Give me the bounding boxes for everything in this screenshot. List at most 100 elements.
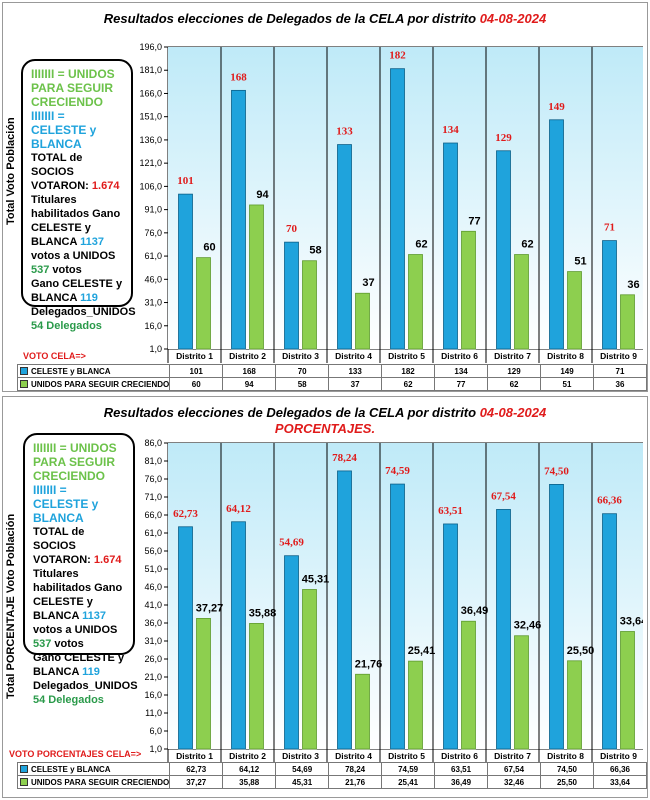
bar-celeste	[549, 484, 564, 750]
y-tick-label: 86,0	[144, 438, 162, 448]
y-tick-label: 31,0	[144, 636, 162, 646]
y-tick-label: 196,0	[139, 42, 162, 52]
y-tick-label: 31,0	[144, 298, 162, 308]
data-label-celeste: 74,59	[385, 465, 410, 477]
data-label-unidos: 51	[574, 256, 586, 268]
chart-subtitle: PORCENTAJES.	[274, 421, 376, 436]
legend-gano: Gano CELESTE y BLANCA 119	[31, 278, 123, 304]
table-cell: 70	[275, 364, 330, 378]
y-tick-label: 41,0	[144, 600, 162, 610]
bar-celeste	[284, 241, 299, 350]
table-cell: 67,54	[487, 762, 542, 776]
legend-box: IIIIIII = UNIDOS PARA SEGUIR CRECIENDO I…	[21, 59, 136, 332]
legend-delegados: Delegados_UNIDOS	[31, 306, 136, 318]
data-table-votes: CELESTE y BLANCA 101 168 70 133 182 134 129 149 7…	[16, 364, 648, 391]
table-cell: 36,49	[434, 775, 489, 789]
table-row-header: UNIDOS PARA SEGUIR CRECIENDO	[16, 377, 171, 391]
data-label-celeste: 78,24	[332, 452, 357, 464]
bar-unidos	[355, 673, 370, 750]
y-tick-label: 151,0	[139, 112, 162, 122]
table-cell: 168	[222, 364, 277, 378]
y-tick-label: 71,0	[144, 492, 162, 502]
table-row-header: CELESTE y BLANCA	[16, 364, 171, 378]
y-axis-label: Total PORCENTAJE Voto Población	[5, 513, 17, 699]
x-tick-label: Distrito 4	[335, 351, 372, 361]
x-tick-label: Distrito 2	[229, 751, 266, 761]
data-label-unidos: 60	[203, 242, 215, 254]
x-tick-label: Distrito 1	[176, 751, 213, 761]
chart-title: Resultados elecciones de Delegados de la…	[3, 405, 647, 420]
x-tick-label: Distrito 7	[494, 351, 531, 361]
x-tick-label: Distrito 6	[441, 751, 478, 761]
y-tick-label: 81,0	[144, 456, 162, 466]
data-label-unidos: 21,76	[355, 658, 383, 670]
bar-unidos	[514, 635, 529, 750]
table-cell: 21,76	[328, 775, 383, 789]
legend-swatch	[20, 778, 28, 787]
y-tick-label: 16,0	[144, 321, 162, 331]
x-tick-label: Distrito 8	[547, 351, 584, 361]
y-tick-label: 91,0	[144, 205, 162, 215]
table-row-header: CELESTE y BLANCA	[16, 762, 171, 776]
data-label-unidos: 32,46	[514, 620, 542, 632]
data-label-celeste: 70	[286, 223, 298, 235]
data-label-celeste: 67,54	[491, 490, 516, 502]
series-name: UNIDOS PARA SEGUIR CRECIENDO	[31, 777, 170, 787]
data-label-unidos: 62	[415, 239, 427, 251]
table-cell: 36	[592, 377, 648, 391]
data-label-celeste: 133	[336, 126, 353, 138]
table-row-header: UNIDOS PARA SEGUIR CRECIENDO	[16, 775, 171, 789]
legend-delegados-value: 54 Delegados	[31, 320, 102, 332]
data-label-unidos: 33,64	[620, 615, 643, 627]
x-tick-label: Distrito 6	[441, 351, 478, 361]
bar-unidos	[408, 660, 423, 750]
table-cell: 182	[381, 364, 436, 378]
data-label-celeste: 168	[230, 71, 247, 83]
bar-celeste	[443, 142, 458, 350]
y-tick-label: 76,0	[144, 228, 162, 238]
legend-habilitados: Titulares habilitados Gano CELESTE y BLA…	[33, 568, 123, 650]
bar-unidos	[514, 254, 529, 350]
data-label-celeste: 182	[389, 50, 406, 62]
bar-celeste	[390, 68, 405, 350]
legend-gano: Gano CELESTE y BLANCA 119	[33, 652, 125, 678]
bar-unidos	[302, 589, 317, 750]
y-tick-label: 1,0	[149, 344, 162, 354]
table-cell: 77	[434, 377, 489, 391]
table-cell: 134	[434, 364, 489, 378]
chart-panel-percent: Resultados elecciones de Delegados de la…	[2, 396, 648, 798]
table-cell: 149	[540, 364, 594, 378]
legend-box: IIIIIII = UNIDOS PARA SEGUIR CRECIENDO I…	[23, 433, 138, 706]
y-tick-label: 121,0	[139, 158, 162, 168]
table-cell: 45,31	[275, 775, 330, 789]
data-label-celeste: 62,73	[173, 508, 198, 520]
data-label-celeste: 66,36	[597, 495, 622, 507]
x-tick-label: Distrito 3	[282, 351, 319, 361]
legend-green-key: IIIIIII = UNIDOS PARA SEGUIR CRECIENDO	[31, 67, 115, 109]
legend-swatch	[20, 765, 28, 774]
data-label-unidos: 25,50	[567, 645, 595, 657]
legend-socios: TOTAL de SOCIOS VOTARON: 1.674	[31, 152, 120, 192]
table-cell: 74,59	[381, 762, 436, 776]
y-tick-label: 1,0	[149, 744, 162, 754]
bar-unidos	[196, 618, 211, 750]
y-tick-label: 61,0	[144, 251, 162, 261]
x-tick-label: Distrito 5	[388, 751, 425, 761]
y-tick-label: 11,0	[145, 708, 162, 718]
x-tick-label: Distrito 8	[547, 751, 584, 761]
bar-unidos	[302, 260, 317, 350]
bar-unidos	[461, 620, 476, 750]
bar-celeste	[178, 526, 193, 750]
x-tick-label: Distrito 4	[335, 751, 372, 761]
y-tick-label: 56,0	[144, 546, 162, 556]
y-tick-label: 21,0	[144, 672, 162, 682]
y-tick-label: 76,0	[144, 474, 162, 484]
table-cell: 60	[169, 377, 224, 391]
bar-celeste	[549, 119, 564, 350]
data-label-unidos: 62	[521, 239, 533, 251]
data-label-unidos: 45,31	[302, 573, 330, 585]
bar-celeste	[443, 523, 458, 750]
bar-unidos	[461, 230, 476, 350]
bar-celeste	[390, 483, 405, 750]
legend-blue-key: IIIIIII = CELESTE y BLANCA	[31, 109, 97, 151]
